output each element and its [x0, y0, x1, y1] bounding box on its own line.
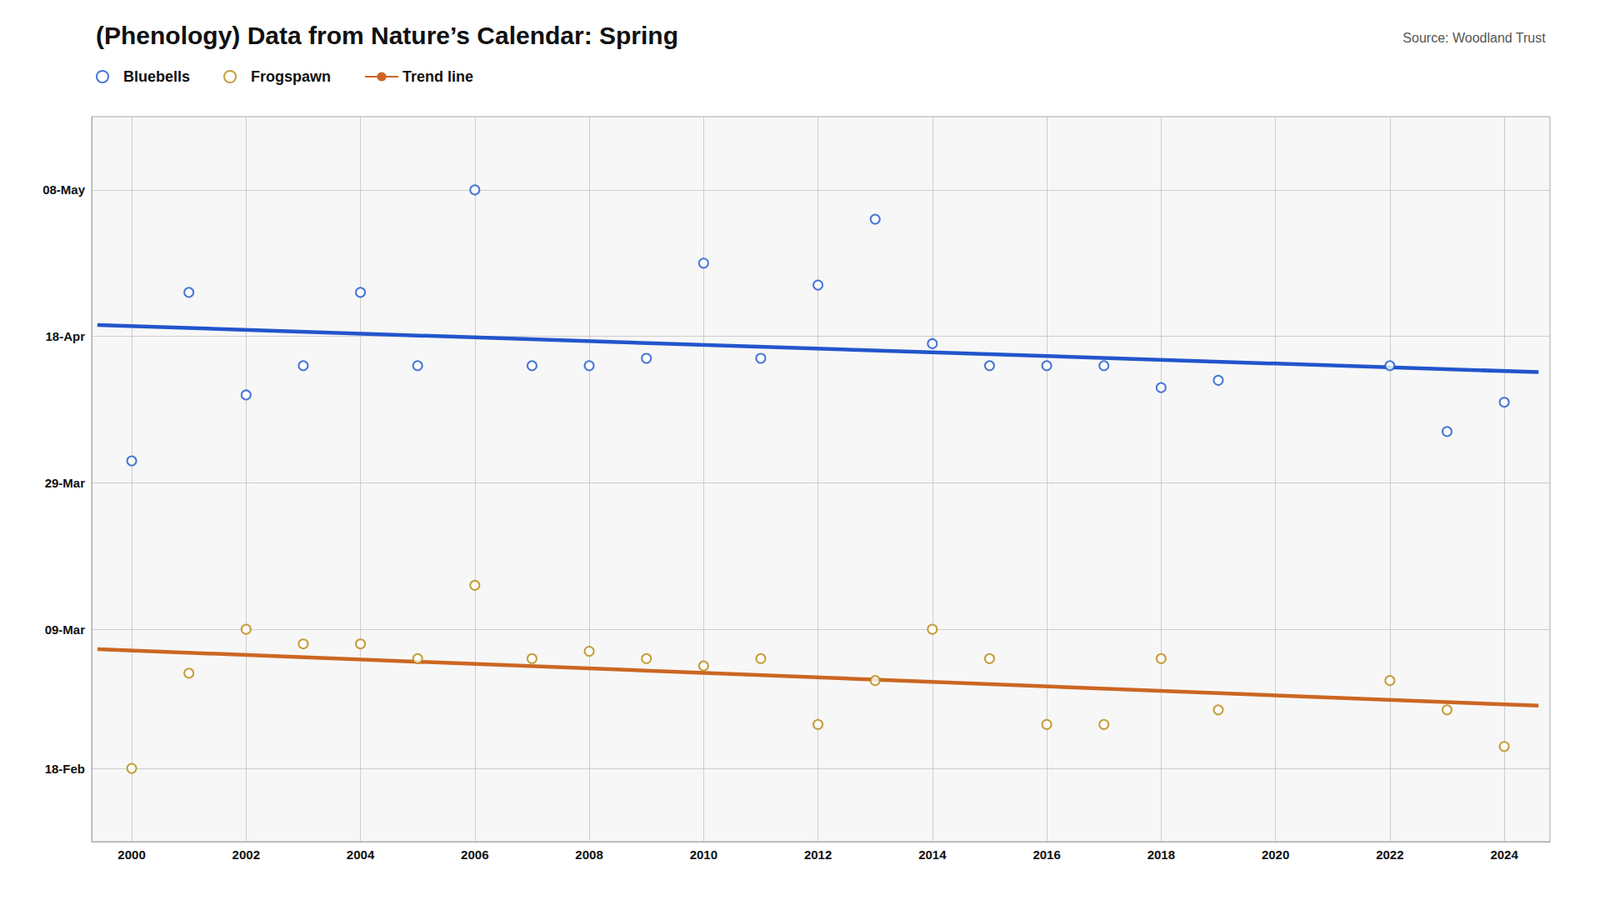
svg-text:2020: 2020 — [1261, 847, 1290, 862]
svg-text:2018: 2018 — [1147, 847, 1175, 862]
svg-text:2000: 2000 — [117, 847, 145, 862]
svg-text:09-Mar: 09-Mar — [45, 622, 86, 637]
svg-text:Frogspawn: Frogspawn — [250, 68, 331, 85]
svg-text:18-Apr: 18-Apr — [45, 329, 85, 344]
svg-text:08-May: 08-May — [42, 182, 86, 197]
svg-text:2004: 2004 — [346, 847, 375, 862]
svg-text:2012: 2012 — [804, 847, 832, 862]
svg-text:2024: 2024 — [1490, 847, 1519, 862]
svg-text:2016: 2016 — [1032, 847, 1060, 862]
svg-text:2002: 2002 — [232, 847, 260, 862]
svg-text:(Phenology) Data from Nature’s: (Phenology) Data from Nature’s Calendar:… — [95, 21, 679, 50]
svg-text:2010: 2010 — [690, 847, 718, 862]
svg-text:2014: 2014 — [918, 847, 947, 862]
svg-text:Bluebells: Bluebells — [123, 68, 190, 85]
svg-text:Trend line: Trend line — [402, 68, 474, 85]
svg-text:2008: 2008 — [575, 847, 603, 862]
svg-text:Source: Woodland Trust: Source: Woodland Trust — [1402, 30, 1546, 45]
svg-text:18-Feb: 18-Feb — [45, 761, 85, 776]
svg-text:2022: 2022 — [1375, 847, 1404, 862]
svg-text:2006: 2006 — [460, 847, 489, 862]
svg-text:29-Mar: 29-Mar — [45, 475, 86, 490]
